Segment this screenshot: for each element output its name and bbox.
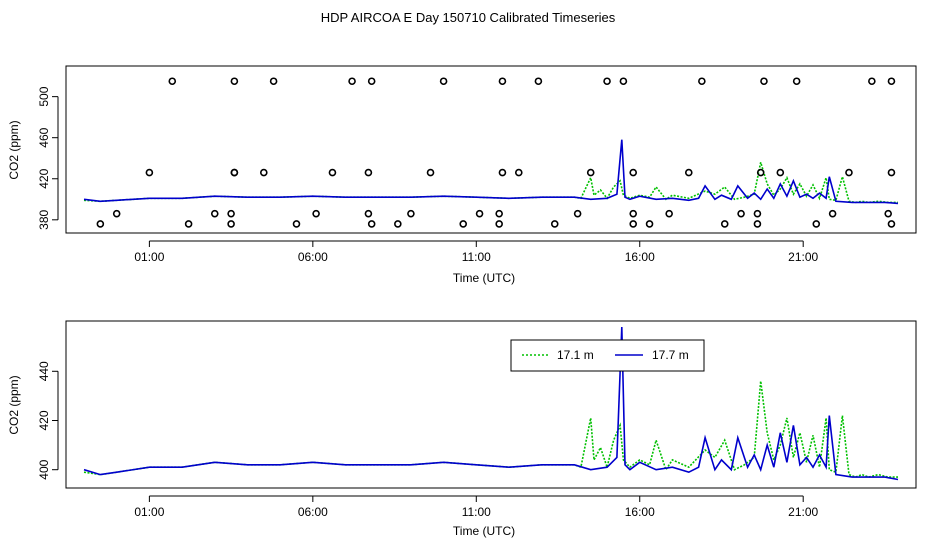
bottom-y-tick-label: 440 <box>37 361 51 381</box>
figure-title: HDP AIRCOA E Day 150710 Calibrated Times… <box>321 10 616 25</box>
top-point <box>629 168 638 177</box>
top-point <box>845 168 853 177</box>
top-point <box>269 77 278 86</box>
top-point <box>364 209 373 218</box>
top-y-tick-label: 380 <box>37 209 51 229</box>
bottom-series-blue <box>83 326 899 481</box>
legend: 17.1 m 17.7 m <box>510 339 705 372</box>
top-x-tick-label: 11:00 <box>462 250 491 264</box>
top-point <box>586 168 595 177</box>
bottom-x-tick-label: 16:00 <box>625 505 655 519</box>
top-point <box>459 220 468 228</box>
top-point <box>665 209 673 218</box>
bottom-x-tick-label: 11:00 <box>462 505 491 519</box>
top-point <box>753 220 762 228</box>
top-y-tick-label: 460 <box>37 127 51 147</box>
top-point <box>776 168 785 177</box>
legend-label-17-1m: 17.1 m <box>557 348 594 362</box>
top-x-tick-label: 21:00 <box>788 250 818 264</box>
top-marks: 01:00 06:00 11:00 16:00 21:00 380 420 460 500 <box>37 77 899 264</box>
top-point <box>407 209 415 218</box>
top-point <box>210 209 219 218</box>
top-point <box>737 209 745 218</box>
top-point <box>756 168 765 177</box>
top-point <box>887 77 896 86</box>
top-point <box>812 220 821 228</box>
top-point <box>753 209 762 218</box>
top-x-tick-label: 16:00 <box>625 250 655 264</box>
top-point <box>364 168 373 177</box>
top-point <box>550 220 559 228</box>
top-point <box>475 209 484 218</box>
top-panel: 01:00 06:00 11:00 16:00 21:00 380 420 460 500 Ti… <box>7 65 917 285</box>
top-point <box>328 168 337 177</box>
top-point <box>495 220 503 228</box>
top-point <box>439 77 448 86</box>
top-point <box>887 220 896 228</box>
top-point <box>426 168 435 177</box>
top-point <box>145 168 154 177</box>
top-point <box>760 77 768 86</box>
top-point <box>534 77 543 86</box>
bottom-series-green <box>83 381 898 478</box>
top-point <box>684 168 693 177</box>
top-point <box>720 220 729 228</box>
top-point <box>96 220 105 228</box>
top-point <box>868 77 876 86</box>
top-point <box>184 220 193 228</box>
top-series-blue <box>83 139 899 205</box>
top-point <box>168 77 177 86</box>
top-point <box>828 209 837 218</box>
top-x-tick-label: 01:00 <box>134 250 164 264</box>
bottom-plot-frame <box>65 320 917 489</box>
top-point <box>495 209 503 218</box>
top-y-tick-label: 420 <box>37 168 51 188</box>
bottom-x-tick-label: 01:00 <box>134 505 164 519</box>
bottom-panel: 01:00 06:00 11:00 16:00 21:00 400 420 440 Time (… <box>7 320 917 538</box>
bottom-y-tick-label: 400 <box>37 459 51 479</box>
top-point <box>629 209 638 218</box>
bottom-y-axis-label: CO2 (ppm) <box>7 375 21 434</box>
top-point <box>573 209 582 218</box>
top-point <box>498 168 507 177</box>
top-point <box>884 209 892 218</box>
top-point <box>367 77 376 86</box>
top-point <box>367 220 376 228</box>
top-point <box>514 168 523 177</box>
top-y-tick-label: 500 <box>37 86 51 106</box>
bottom-marks: 01:00 06:00 11:00 16:00 21:00 400 420 440 <box>37 326 899 519</box>
bottom-y-tick-label: 420 <box>37 410 51 430</box>
top-point <box>227 209 235 218</box>
top-point <box>394 220 402 228</box>
bottom-x-tick-label: 21:00 <box>788 505 818 519</box>
top-point <box>498 77 507 86</box>
top-point <box>312 209 320 218</box>
top-point <box>292 220 301 228</box>
top-point <box>645 220 654 228</box>
legend-label-17-7m: 17.7 m <box>652 348 689 362</box>
top-point <box>230 168 239 177</box>
top-x-tick-label: 06:00 <box>298 250 328 264</box>
top-point <box>619 77 628 86</box>
top-x-axis-label: Time (UTC) <box>453 271 515 285</box>
top-point <box>348 77 356 86</box>
top-point <box>112 209 121 218</box>
bottom-x-axis-label: Time (UTC) <box>453 524 515 538</box>
top-point <box>603 77 611 86</box>
top-plot-frame <box>65 65 917 234</box>
top-y-axis-label: CO2 (ppm) <box>7 120 21 179</box>
top-point <box>227 220 235 228</box>
top-point <box>629 220 638 228</box>
top-point <box>259 168 268 177</box>
top-point <box>887 168 896 177</box>
top-point <box>792 77 801 86</box>
top-point <box>698 77 706 86</box>
top-point <box>230 77 239 86</box>
bottom-x-tick-label: 06:00 <box>298 505 328 519</box>
